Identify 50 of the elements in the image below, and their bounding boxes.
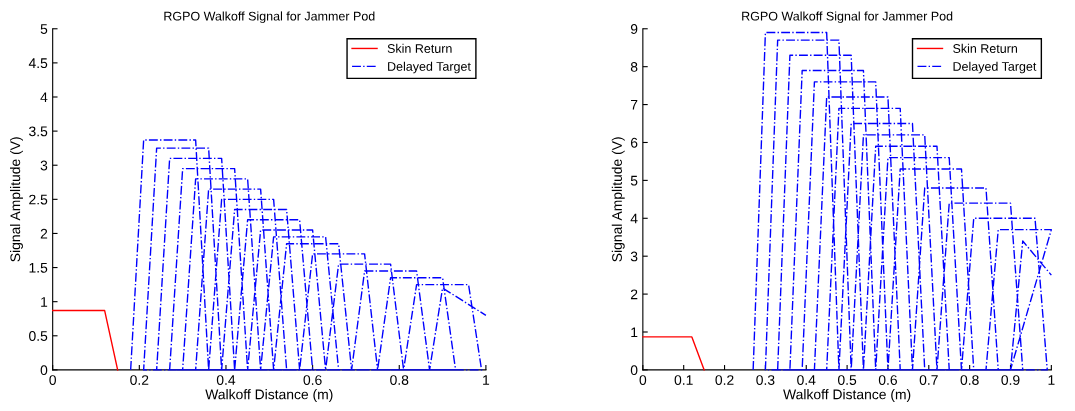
y-tick-label: 1 [631, 327, 638, 338]
y-tick-label: 4 [40, 92, 48, 103]
y-tick-label: 5 [40, 24, 48, 34]
x-axis-title: Walkoff Distance (m) [205, 389, 333, 403]
y-tick-label: 3.5 [29, 126, 48, 137]
x-tick-label: 0.6 [303, 375, 322, 385]
y-axis-title: Signal Amplitude (V) [10, 137, 23, 262]
y-tick-label: 0 [630, 365, 638, 376]
y-tick-label: 5 [630, 175, 638, 186]
y-tick-label: 9 [630, 24, 638, 34]
x-tick-label: 0.7 [919, 375, 938, 385]
x-tick-label: 0 [639, 375, 647, 385]
chart-title: RGPO Walkoff Signal for Jammer Pod [742, 11, 953, 24]
y-tick-label: 4 [630, 213, 638, 224]
x-tick-label: 0.5 [837, 375, 857, 385]
y-tick-label: 8 [630, 62, 638, 72]
line-series [752, 31, 1053, 371]
y-tick-label: 3 [630, 251, 638, 262]
legend-label: Delayed Target [388, 61, 471, 74]
x-tick-label: 1 [483, 375, 490, 385]
y-tick-label: 6 [630, 137, 638, 148]
x-tick-label: 0.4 [216, 375, 236, 385]
x-tick-label: 0.8 [390, 375, 409, 385]
y-tick-label: 2 [40, 228, 48, 239]
x-tick-label: 0.1 [674, 375, 693, 385]
y-tick-label: 2 [630, 289, 638, 300]
x-tick-label: 0.8 [960, 375, 979, 385]
y-tick-label: 3 [40, 160, 48, 171]
line-series [129, 139, 487, 371]
y-tick-label: 7 [630, 100, 638, 110]
chart-title: RGPO Walkoff Signal for Jammer Pod [164, 11, 375, 24]
x-tick-label: 0.2 [130, 375, 149, 385]
x-tick-label: 0.4 [797, 375, 816, 385]
x-tick-label: 0.3 [756, 375, 775, 385]
x-tick-label: 0.9 [1001, 375, 1020, 385]
x-tick-label: 0.6 [878, 375, 897, 385]
x-tick-label: 0 [49, 375, 56, 385]
x-axis-title: Walkoff Distance (m) [783, 389, 911, 403]
y-tick-label: 4.5 [28, 58, 48, 69]
x-tick-label: 1 [1048, 375, 1055, 385]
x-tick-label: 0.2 [715, 375, 734, 385]
legend-label: Delayed Target [953, 61, 1037, 74]
y-tick-label: 1 [41, 297, 48, 307]
y-axis-title: Signal Amplitude (V) [611, 137, 625, 262]
y-tick-label: 1.5 [29, 263, 48, 273]
y-tick-label: 2.5 [29, 194, 48, 205]
y-tick-label: 0 [40, 365, 48, 376]
legend-label: Skin Return [387, 43, 452, 53]
legend-label: Skin Return [953, 43, 1017, 53]
y-tick-label: 0.5 [29, 331, 48, 341]
